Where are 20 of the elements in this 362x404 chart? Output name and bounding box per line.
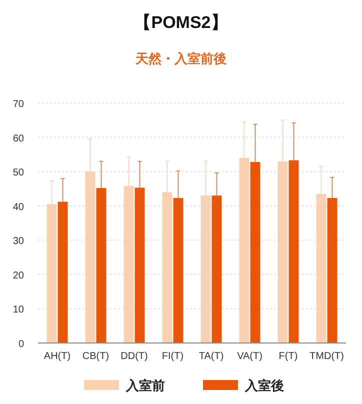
legend-label: 入室前: [125, 378, 165, 393]
x-tick-label: TA(T): [198, 351, 224, 362]
x-tick-label: DD(T): [120, 351, 148, 362]
legend-label: 入室後: [244, 378, 284, 393]
chart-title: 【POMS2】: [134, 13, 228, 32]
x-tick-label: CB(T): [82, 351, 110, 362]
y-tick-label: 0: [18, 339, 24, 350]
y-tick-label: 30: [12, 236, 24, 248]
y-tick-label: 60: [12, 133, 24, 144]
chart-subtitle: 天然・入室前後: [134, 51, 226, 66]
y-tick-label: 50: [12, 168, 24, 179]
x-tick-label: F(T): [278, 351, 298, 362]
x-tick-label: VA(T): [237, 351, 262, 362]
y-tick-label: 20: [12, 270, 24, 282]
x-tick-label: TMD(T): [310, 351, 344, 362]
y-tick-label: 70: [12, 99, 24, 110]
y-tick-label: 10: [12, 304, 24, 316]
x-tick-label: FI(T): [162, 351, 184, 362]
y-tick-label: 40: [12, 202, 24, 213]
x-tick-label: AH(T): [44, 351, 71, 362]
